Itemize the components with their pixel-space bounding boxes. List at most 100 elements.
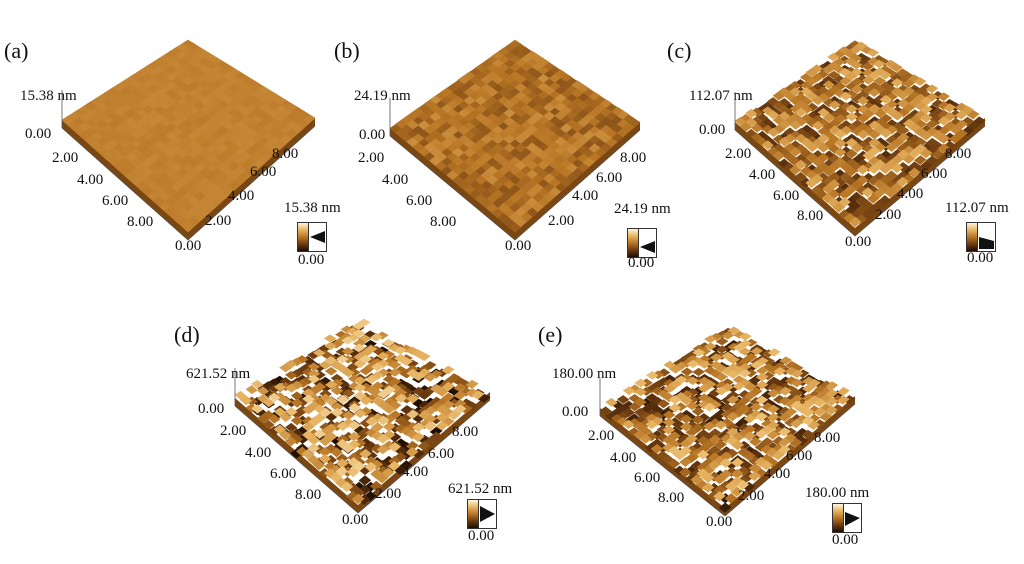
panel-label: (d): [174, 322, 200, 347]
x-tick: 4.00: [897, 186, 924, 202]
surface-cell: [773, 394, 786, 404]
surface-cell: [750, 123, 763, 133]
surface-cell: [766, 447, 779, 458]
surface-cell: [285, 383, 298, 393]
surface-cell: [890, 163, 904, 174]
surface-cell: [290, 434, 303, 445]
surface-cell: [789, 87, 802, 97]
surface-cell: [836, 395, 850, 405]
x-tick: 6.00: [250, 164, 277, 180]
surface-cell: [284, 359, 298, 369]
surface-cell: [359, 366, 373, 376]
surface-cell: [531, 201, 544, 213]
surface-cell: [279, 363, 292, 373]
surface-cell: [365, 428, 378, 438]
surface-cell: [726, 395, 740, 405]
surface-cell: [645, 371, 659, 380]
surface-cell: [749, 436, 762, 447]
surface-cell: [319, 407, 332, 418]
x-tick: 2.00: [875, 207, 902, 223]
surface-cell: [358, 334, 372, 343]
surface-cell: [412, 386, 426, 396]
surface-cell: [879, 128, 893, 138]
surface-cell: [441, 365, 455, 375]
surface-cell: [731, 440, 745, 451]
surface-cell: [369, 480, 383, 492]
surface-cell: [279, 412, 292, 422]
surface-cell: [382, 339, 395, 348]
surface-cell: [388, 368, 402, 377]
y-tick: 6.00: [634, 470, 661, 486]
surface-cell: [669, 365, 682, 374]
surface-cell: [352, 461, 366, 472]
y-tick: 6.00: [270, 466, 297, 482]
surface-cell: [302, 394, 315, 404]
surface-cell: [685, 433, 698, 444]
surface-cell: [364, 461, 378, 472]
surface-cell: [879, 94, 893, 104]
z-min-label: 0.00: [562, 404, 589, 420]
surface-cell: [738, 369, 752, 378]
panel-e: (e) 180.00 nm 0.00 2.00 4.00 6.00 8.00 0…: [530, 300, 900, 564]
surface-cell: [377, 389, 390, 399]
surface-cell: [896, 98, 910, 108]
surface-cell: [634, 387, 647, 397]
surface-cell: [268, 392, 281, 402]
axis-lines: [389, 129, 641, 241]
surface-cell: [417, 147, 431, 157]
colorbar-max-label: 24.19 nm: [614, 201, 671, 217]
surface-cell: [744, 382, 757, 392]
surface-cell: [856, 164, 869, 175]
surface-cell: [342, 368, 355, 378]
colorbar: [832, 503, 862, 533]
panel-label: (a): [4, 38, 29, 63]
surface-cell: [692, 348, 706, 357]
colorbar: [467, 499, 497, 529]
surface-cell: [537, 160, 550, 170]
origin-tick: 0.00: [706, 514, 733, 530]
surface-cell: [789, 165, 802, 175]
surface-cell: [773, 366, 787, 376]
surface-cell: [845, 166, 858, 177]
y-tick: 2.00: [588, 428, 615, 444]
surface-cell: [784, 376, 798, 385]
afm-surface: [734, 40, 986, 237]
surface-cell: [359, 354, 372, 364]
surface-cell: [767, 388, 780, 398]
surface-cell: [381, 467, 395, 478]
surface-cell: [754, 456, 768, 467]
surface-cell: [811, 96, 824, 106]
colorbar: [297, 222, 327, 252]
colorbar-min-label: 0.00: [628, 255, 655, 271]
surface-cell: [240, 395, 253, 405]
panel-label: (e): [538, 322, 563, 347]
surface-cell: [772, 124, 785, 134]
surface-cell: [347, 466, 360, 478]
z-min-label: 0.00: [198, 401, 225, 417]
surface-cell: [251, 379, 264, 389]
surface-cell: [897, 132, 910, 143]
surface-cell: [772, 91, 785, 101]
surface-cell: [937, 143, 950, 154]
surface-cell: [937, 116, 951, 126]
surface-cell: [704, 342, 717, 351]
surface-cell: [616, 395, 630, 404]
afm-surface: [234, 318, 491, 514]
surface-cell: [943, 103, 957, 113]
colorbar-max-label: 15.38 nm: [284, 200, 341, 216]
surface-cell: [285, 407, 298, 417]
surface-cell: [290, 415, 304, 426]
surface-cell: [446, 170, 459, 181]
surface-cell: [352, 329, 366, 338]
surface-cell: [645, 431, 658, 442]
z-min-label: 0.00: [699, 122, 726, 138]
y-tick: 2.00: [52, 150, 79, 166]
surface-cell: [868, 104, 881, 114]
surface-cell: [862, 76, 875, 85]
surface-cell: [816, 70, 829, 79]
surface-cell: [514, 134, 527, 144]
surface-cell: [377, 415, 390, 426]
surface-cell: [324, 468, 337, 479]
surface-cell: [715, 364, 729, 373]
surface-cell: [346, 490, 359, 502]
